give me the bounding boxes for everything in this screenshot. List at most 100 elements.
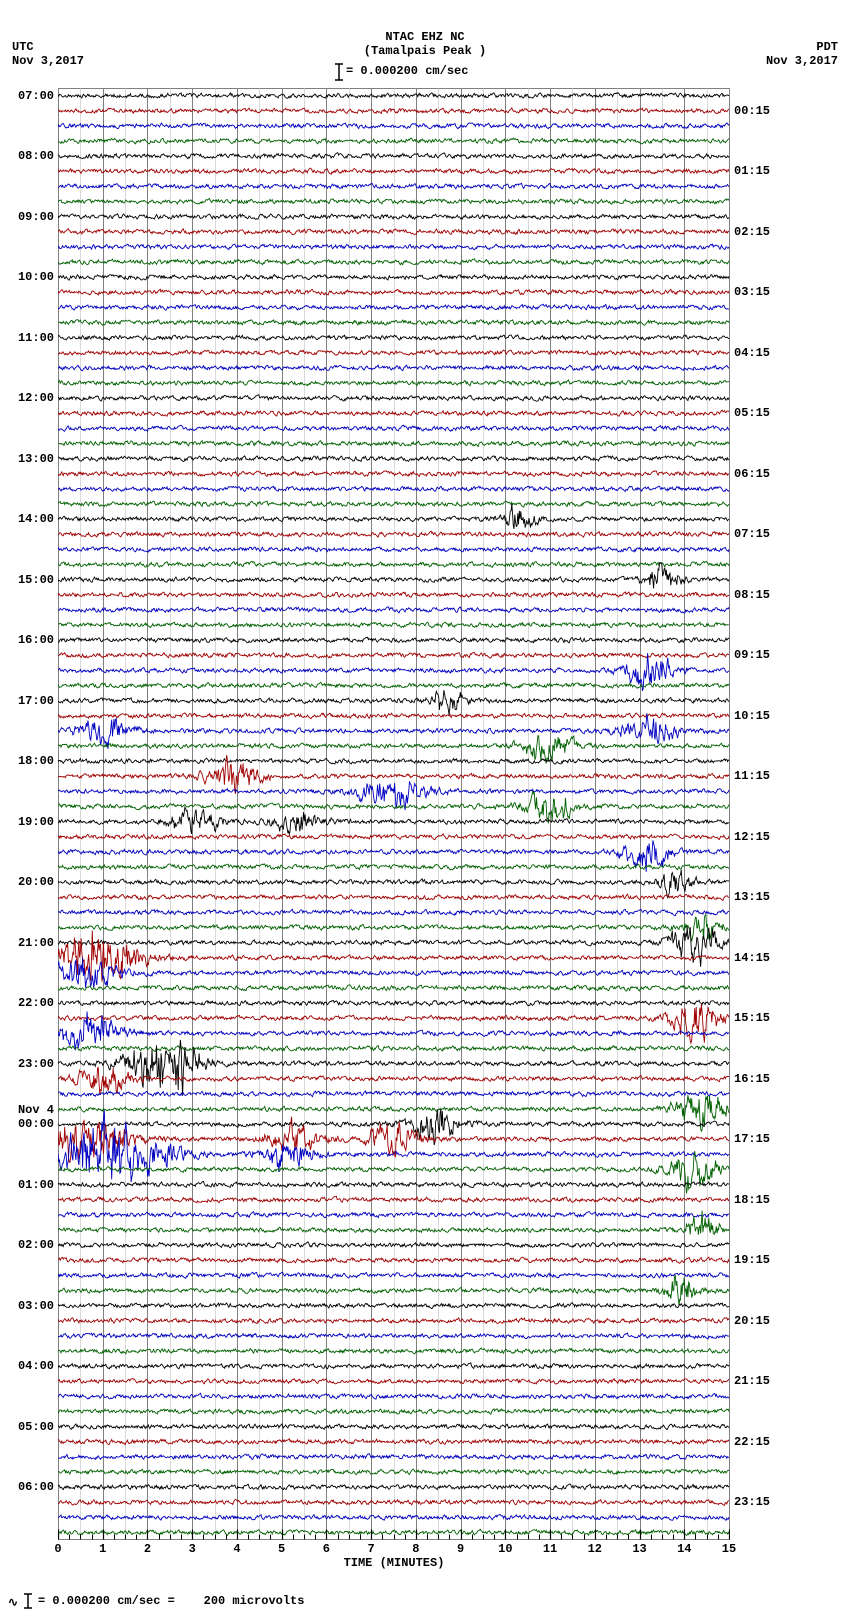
trace-row: [58, 1439, 729, 1445]
utc-time-label: 16:00: [18, 633, 54, 647]
pdt-time-label: 03:15: [734, 285, 770, 299]
trace-row: [58, 1379, 729, 1385]
pdt-time-label: 04:15: [734, 346, 770, 360]
x-tick-label: 5: [278, 1542, 285, 1556]
utc-time-label: 06:00: [18, 1480, 54, 1494]
trace-row: [58, 123, 729, 129]
trace-row: [58, 870, 729, 898]
trace-row: [58, 1196, 729, 1203]
pdt-time-label: 15:15: [734, 1011, 770, 1025]
footer-scale-text: = 0.000200 cm/sec = 200 microvolts: [38, 1594, 304, 1608]
trace-row: [58, 259, 729, 265]
seismogram-plot: [58, 88, 730, 1540]
trace-row: [58, 758, 729, 764]
trace-row: [58, 652, 729, 658]
trace-row: [58, 183, 729, 189]
footer-squiggle-icon: ∿: [8, 1595, 18, 1610]
trace-row: [58, 1046, 729, 1052]
trace-row: [58, 562, 729, 568]
trace-row: [58, 1257, 729, 1263]
date-change-label: Nov 4: [18, 1103, 54, 1117]
trace-row: [58, 441, 729, 447]
trace-row: [58, 138, 729, 144]
trace-row: [58, 607, 729, 613]
trace-row: [58, 1529, 729, 1535]
trace-row: [58, 713, 729, 719]
utc-time-label: 01:00: [18, 1178, 54, 1192]
trace-row: [58, 834, 729, 840]
utc-time-label: 17:00: [18, 694, 54, 708]
x-axis-title: TIME (MINUTES): [58, 1556, 730, 1570]
pdt-time-label: 08:15: [734, 588, 770, 602]
trace-row: [58, 350, 729, 356]
trace-row: [58, 504, 729, 529]
trace-row: [58, 501, 729, 507]
utc-time-label: 15:00: [18, 573, 54, 587]
trace-row: [58, 592, 729, 598]
trace-row: [58, 1333, 729, 1339]
trace-row: [58, 168, 729, 174]
trace-row: [58, 926, 729, 967]
utc-time-label: 04:00: [18, 1359, 54, 1373]
trace-row: [58, 894, 729, 900]
trace-row: [58, 1272, 729, 1278]
x-tick-label: 9: [457, 1542, 464, 1556]
utc-time-label: 13:00: [18, 452, 54, 466]
x-tick-label: 4: [233, 1542, 240, 1556]
trace-row: [58, 1276, 729, 1306]
trace-row: [58, 275, 729, 281]
pdt-time-label: 01:15: [734, 164, 770, 178]
pdt-time-label: 14:15: [734, 951, 770, 965]
trace-row: [58, 108, 729, 114]
trace-row: [58, 1110, 729, 1182]
utc-time-label: 18:00: [18, 754, 54, 768]
trace-row: [58, 1514, 729, 1520]
trace-row: [58, 958, 729, 988]
utc-time-label: 14:00: [18, 512, 54, 526]
utc-time-label: 23:00: [18, 1057, 54, 1071]
trace-row: [58, 335, 729, 341]
trace-row: [58, 395, 729, 401]
utc-time-label: 21:00: [18, 936, 54, 950]
trace-row: [58, 531, 729, 537]
x-tick-label: 15: [722, 1542, 736, 1556]
seismogram-page: NTAC EHZ NC (Tamalpais Peak ) = 0.000200…: [0, 0, 850, 1613]
trace-row: [58, 229, 729, 235]
pdt-time-label: 18:15: [734, 1193, 770, 1207]
utc-time-label: 19:00: [18, 815, 54, 829]
trace-row: [58, 909, 729, 915]
trace-row: [58, 1212, 729, 1218]
pdt-time-label: 06:15: [734, 467, 770, 481]
trace-row: [58, 1484, 729, 1490]
trace-row: [58, 486, 729, 491]
x-tick-label: 6: [323, 1542, 330, 1556]
trace-row: [58, 1000, 729, 1006]
x-tick-label: 2: [144, 1542, 151, 1556]
trace-row: [58, 365, 729, 371]
pdt-time-label: 00:15: [734, 104, 770, 118]
pdt-time-label: 23:15: [734, 1495, 770, 1509]
trace-row: [58, 1424, 729, 1430]
utc-time-label: 11:00: [18, 331, 54, 345]
trace-row: [58, 1348, 729, 1354]
pdt-time-label: 02:15: [734, 225, 770, 239]
utc-time-label: 12:00: [18, 391, 54, 405]
pdt-time-label: 19:15: [734, 1253, 770, 1267]
pdt-time-label: 20:15: [734, 1314, 770, 1328]
pdt-time-label: 12:15: [734, 830, 770, 844]
trace-row: [58, 304, 729, 310]
x-tick-label: 8: [412, 1542, 419, 1556]
utc-time-label: 10:00: [18, 270, 54, 284]
trace-row: [58, 380, 729, 386]
trace-row: [58, 637, 729, 643]
pdt-time-label: 22:15: [734, 1435, 770, 1449]
date-left: Nov 3,2017: [12, 54, 84, 68]
utc-time-label: 08:00: [18, 149, 54, 163]
trace-row: [58, 1393, 729, 1399]
utc-time-label: 03:00: [18, 1299, 54, 1313]
trace-row: [58, 1454, 729, 1460]
trace-row: [58, 425, 729, 431]
trace-row: [58, 289, 729, 295]
trace-row: [58, 320, 729, 326]
trace-row: [58, 1363, 729, 1369]
